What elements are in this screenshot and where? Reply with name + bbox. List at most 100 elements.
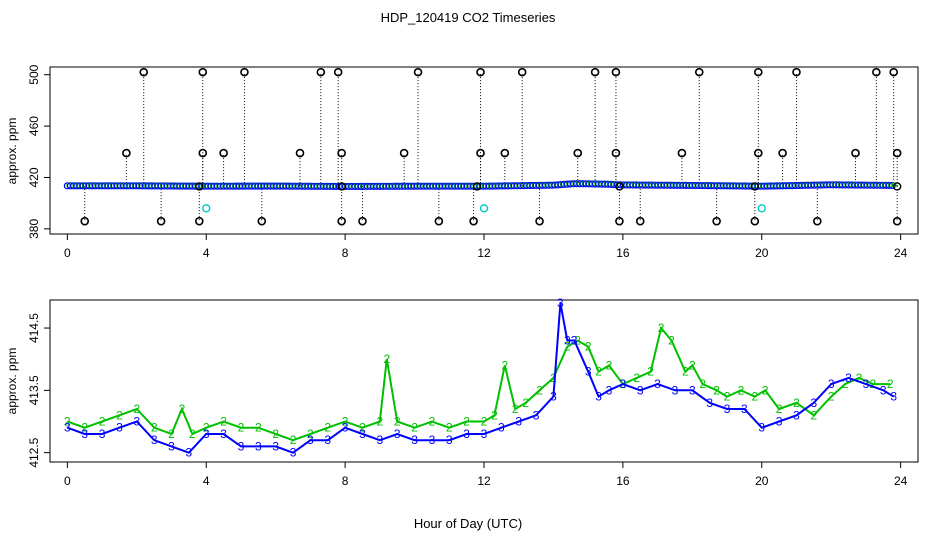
series-2-marker: 2 <box>238 421 245 435</box>
series-2-marker: 2 <box>776 402 783 416</box>
series-2-marker: 2 <box>133 402 140 416</box>
series-3-marker: 3 <box>741 402 748 416</box>
series-3-marker: 3 <box>342 421 349 435</box>
flag-point <box>892 216 902 226</box>
x-tick-label: 4 <box>203 246 210 260</box>
flag-point <box>872 67 881 77</box>
series-3-marker: 3 <box>672 383 679 397</box>
series-2-marker: 2 <box>481 415 488 429</box>
baseline-flag-point <box>195 182 204 191</box>
series-2-marker: 2 <box>359 421 366 435</box>
series-3-line <box>67 302 895 454</box>
baseline-flag-point <box>472 182 482 191</box>
series-3-marker: 3 <box>776 415 783 429</box>
series-2-marker: 2 <box>870 377 877 391</box>
series-2-marker: 2 <box>887 377 894 391</box>
series-2-marker: 2 <box>793 396 800 410</box>
flag-point <box>753 67 763 77</box>
y-tick-label: 412.5 <box>27 437 41 467</box>
flag-point <box>615 216 624 226</box>
series-2-marker: 2 <box>689 358 696 372</box>
series-3-marker: 3 <box>606 383 613 397</box>
series-3-marker: 3 <box>463 427 470 441</box>
series-2-line <box>67 325 891 442</box>
baseline-flag-point <box>892 182 902 191</box>
series-3-marker: 3 <box>564 334 571 348</box>
series-2-marker: 2 <box>463 415 470 429</box>
y-tick-label: 413.5 <box>27 375 41 405</box>
series-2-marker: 2 <box>762 383 769 397</box>
x-tick-label: 4 <box>203 474 210 488</box>
series-3-marker: 3 <box>186 446 193 460</box>
flag-point <box>358 216 367 226</box>
flag-point <box>219 148 228 158</box>
flag-point <box>476 67 485 77</box>
flag-point <box>753 148 763 158</box>
flag-point <box>399 148 409 158</box>
flag-point <box>337 216 346 226</box>
series-2-marker: 2 <box>501 358 508 372</box>
flag-point <box>892 148 902 158</box>
series-2-marker: 2 <box>633 371 640 385</box>
x-tick-label: 16 <box>616 474 630 488</box>
series-2-marker: 2 <box>668 334 675 348</box>
x-tick-label: 12 <box>477 246 491 260</box>
series-3-marker: 3 <box>238 439 245 453</box>
flag-point <box>240 67 249 77</box>
series-3-marker: 3 <box>724 402 731 416</box>
series-3-marker: 3 <box>595 390 602 404</box>
series-2-marker: 2 <box>220 415 227 429</box>
flag-point <box>469 216 478 226</box>
baseline-flag-point <box>337 182 346 191</box>
series-2-marker: 2 <box>99 415 106 429</box>
series-3-marker: 3 <box>151 433 158 447</box>
flag-point <box>889 67 898 77</box>
series-3-marker: 3 <box>272 439 279 453</box>
flag-point <box>792 67 801 77</box>
series-3-marker: 3 <box>376 433 383 447</box>
series-2-marker: 2 <box>189 427 196 441</box>
series-2-marker: 2 <box>307 427 314 441</box>
flag-point <box>198 148 208 158</box>
x-tick-label: 24 <box>894 246 908 260</box>
series-3-marker: 3 <box>758 421 765 435</box>
series-3-marker: 3 <box>515 415 522 429</box>
top-plot-frame <box>49 66 919 235</box>
series-3-marker: 3 <box>845 371 852 385</box>
series-3-marker: 3 <box>793 408 800 422</box>
x-tick-label: 20 <box>755 474 769 488</box>
series-3-marker: 3 <box>116 421 123 435</box>
series-2-marker: 2 <box>411 421 418 435</box>
series-2-marker: 2 <box>585 340 592 354</box>
series-2-marker: 2 <box>699 377 706 391</box>
series-3-marker: 3 <box>324 433 331 447</box>
series-2-marker: 2 <box>856 371 863 385</box>
flag-point <box>573 148 583 158</box>
series-2-marker: 2 <box>376 415 383 429</box>
series-2-marker: 2 <box>564 340 571 354</box>
y-tick-label: 500 <box>27 64 41 84</box>
flag-point <box>122 148 131 158</box>
flag-point <box>139 67 149 77</box>
series-2-marker: 2 <box>724 390 731 404</box>
top-ylabel: approx. ppm <box>5 118 19 185</box>
flag-point <box>198 67 208 77</box>
series-2-marker: 2 <box>429 415 436 429</box>
series-2-marker: 2 <box>394 415 401 429</box>
x-tick-label: 0 <box>64 474 71 488</box>
x-tick-label: 8 <box>342 246 349 260</box>
x-tick-label: 0 <box>64 246 71 260</box>
series-3-marker: 3 <box>810 396 817 410</box>
series-2-marker: 2 <box>682 365 689 379</box>
flag-point <box>434 216 444 226</box>
series-3-marker: 3 <box>557 296 564 310</box>
series-3-marker: 3 <box>446 433 453 447</box>
series-2-marker: 2 <box>342 415 349 429</box>
y-tick-label: 460 <box>27 116 41 136</box>
flag-point <box>337 148 346 158</box>
flag-point <box>476 148 485 158</box>
y-tick-label: 380 <box>27 219 41 239</box>
series-2-marker: 2 <box>536 383 543 397</box>
